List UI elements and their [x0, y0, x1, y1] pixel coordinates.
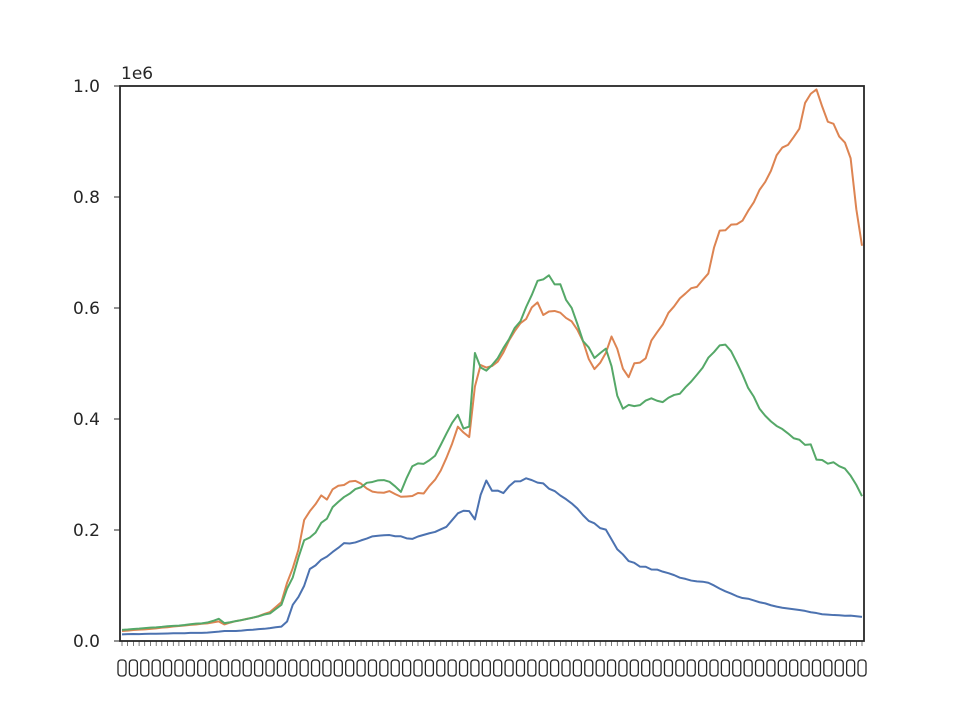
x-tick-label-glyph — [584, 659, 594, 677]
x-tick-label-glyph — [436, 659, 446, 677]
x-tick-label-glyph — [777, 659, 787, 677]
x-tick-label-glyph — [720, 659, 731, 677]
x-tick-label-glyph — [811, 659, 822, 677]
x-tick-label-glyph — [789, 659, 799, 677]
x-tick-label-glyph — [242, 659, 252, 677]
x-tick-label-glyph — [652, 659, 662, 677]
x-tick-label-glyph — [754, 659, 765, 677]
series-layer — [121, 88, 863, 636]
y-tick-label: 0.6 — [73, 299, 100, 319]
x-tick-label-glyph — [686, 659, 696, 677]
x-tick-label-glyph — [265, 659, 275, 677]
series-line-3 — [121, 274, 863, 631]
x-tick-label-glyph — [174, 659, 184, 677]
x-tick-label-glyph — [663, 659, 674, 677]
x-tick-label-glyph — [845, 659, 856, 677]
x-tick-label-glyph — [481, 659, 491, 677]
x-tick-label-glyph — [117, 659, 127, 677]
x-tick-label-glyph — [128, 659, 139, 677]
x-tick-label-glyph — [333, 659, 343, 677]
x-tick-label-glyph — [356, 659, 366, 677]
x-tick-label-glyph — [527, 659, 537, 677]
x-tick-label-glyph — [538, 659, 548, 677]
x-tick-label-glyph — [629, 659, 639, 677]
x-tick-label-glyph — [367, 659, 378, 677]
x-tick-label-glyph — [504, 659, 514, 677]
x-tick-label-glyph — [561, 659, 571, 677]
x-tick-label-glyph — [390, 659, 400, 677]
x-tick-label-glyph — [697, 659, 708, 677]
x-tick-label-glyph — [162, 659, 173, 677]
x-tick-label-glyph — [345, 659, 355, 677]
x-axis-ticks — [117, 641, 867, 677]
x-tick-label-glyph — [185, 659, 195, 677]
x-tick-label-glyph — [458, 659, 469, 677]
x-tick-label-glyph — [208, 659, 218, 677]
series-line-2 — [121, 88, 863, 633]
plot-frame — [119, 85, 865, 642]
x-tick-label-glyph — [401, 659, 412, 677]
x-tick-label-glyph — [231, 659, 241, 677]
x-tick-label-glyph — [606, 659, 617, 677]
x-tick-label-glyph — [709, 659, 719, 677]
x-tick-label-glyph — [572, 659, 583, 677]
x-tick-label-glyph — [151, 659, 161, 677]
x-tick-label-glyph — [322, 659, 332, 677]
x-tick-label-glyph — [857, 659, 867, 677]
x-tick-label-glyph — [424, 659, 435, 677]
x-tick-label-glyph — [413, 659, 423, 677]
x-tick-label-glyph — [379, 659, 389, 677]
x-tick-label-glyph — [515, 659, 526, 677]
y-tick-label: 1.0 — [73, 77, 100, 97]
x-tick-label-glyph — [493, 659, 503, 677]
x-tick-label-glyph — [800, 659, 810, 677]
y-axis-ticks: 0.0 0.2 0.4 0.6 0.8 1.0 — [73, 77, 120, 652]
x-tick-label-glyph — [219, 659, 230, 677]
x-tick-label-glyph — [470, 659, 480, 677]
x-tick-label-glyph — [549, 659, 560, 677]
x-tick-label-glyph — [766, 659, 776, 677]
y-tick-label: 0.8 — [73, 188, 100, 208]
x-tick-label-glyph — [823, 659, 833, 677]
x-tick-label-glyph — [253, 659, 264, 677]
y-tick-label: 0.2 — [73, 521, 100, 541]
x-tick-label-glyph — [834, 659, 844, 677]
x-tick-label-glyph — [197, 659, 207, 677]
x-tick-label-glyph — [675, 659, 685, 677]
series-line-1 — [121, 477, 863, 636]
x-tick-label-glyph — [595, 659, 605, 677]
x-tick-label-glyph — [276, 659, 287, 677]
x-tick-label-glyph — [288, 659, 298, 677]
x-tick-labels-overlapping — [117, 659, 867, 677]
x-tick-label-glyph — [743, 659, 753, 677]
x-tick-label-glyph — [732, 659, 742, 677]
x-tick-label-glyph — [299, 659, 309, 677]
x-tick-label-glyph — [641, 659, 651, 677]
x-tick-label-glyph — [140, 659, 150, 677]
y-tick-label: 0.4 — [73, 410, 100, 430]
y-offset-label: 1e6 — [121, 64, 153, 84]
y-tick-label: 0.0 — [73, 632, 100, 652]
x-tick-label-glyph — [447, 659, 457, 677]
x-tick-label-glyph — [618, 659, 628, 677]
x-tick-label-glyph — [310, 659, 321, 677]
